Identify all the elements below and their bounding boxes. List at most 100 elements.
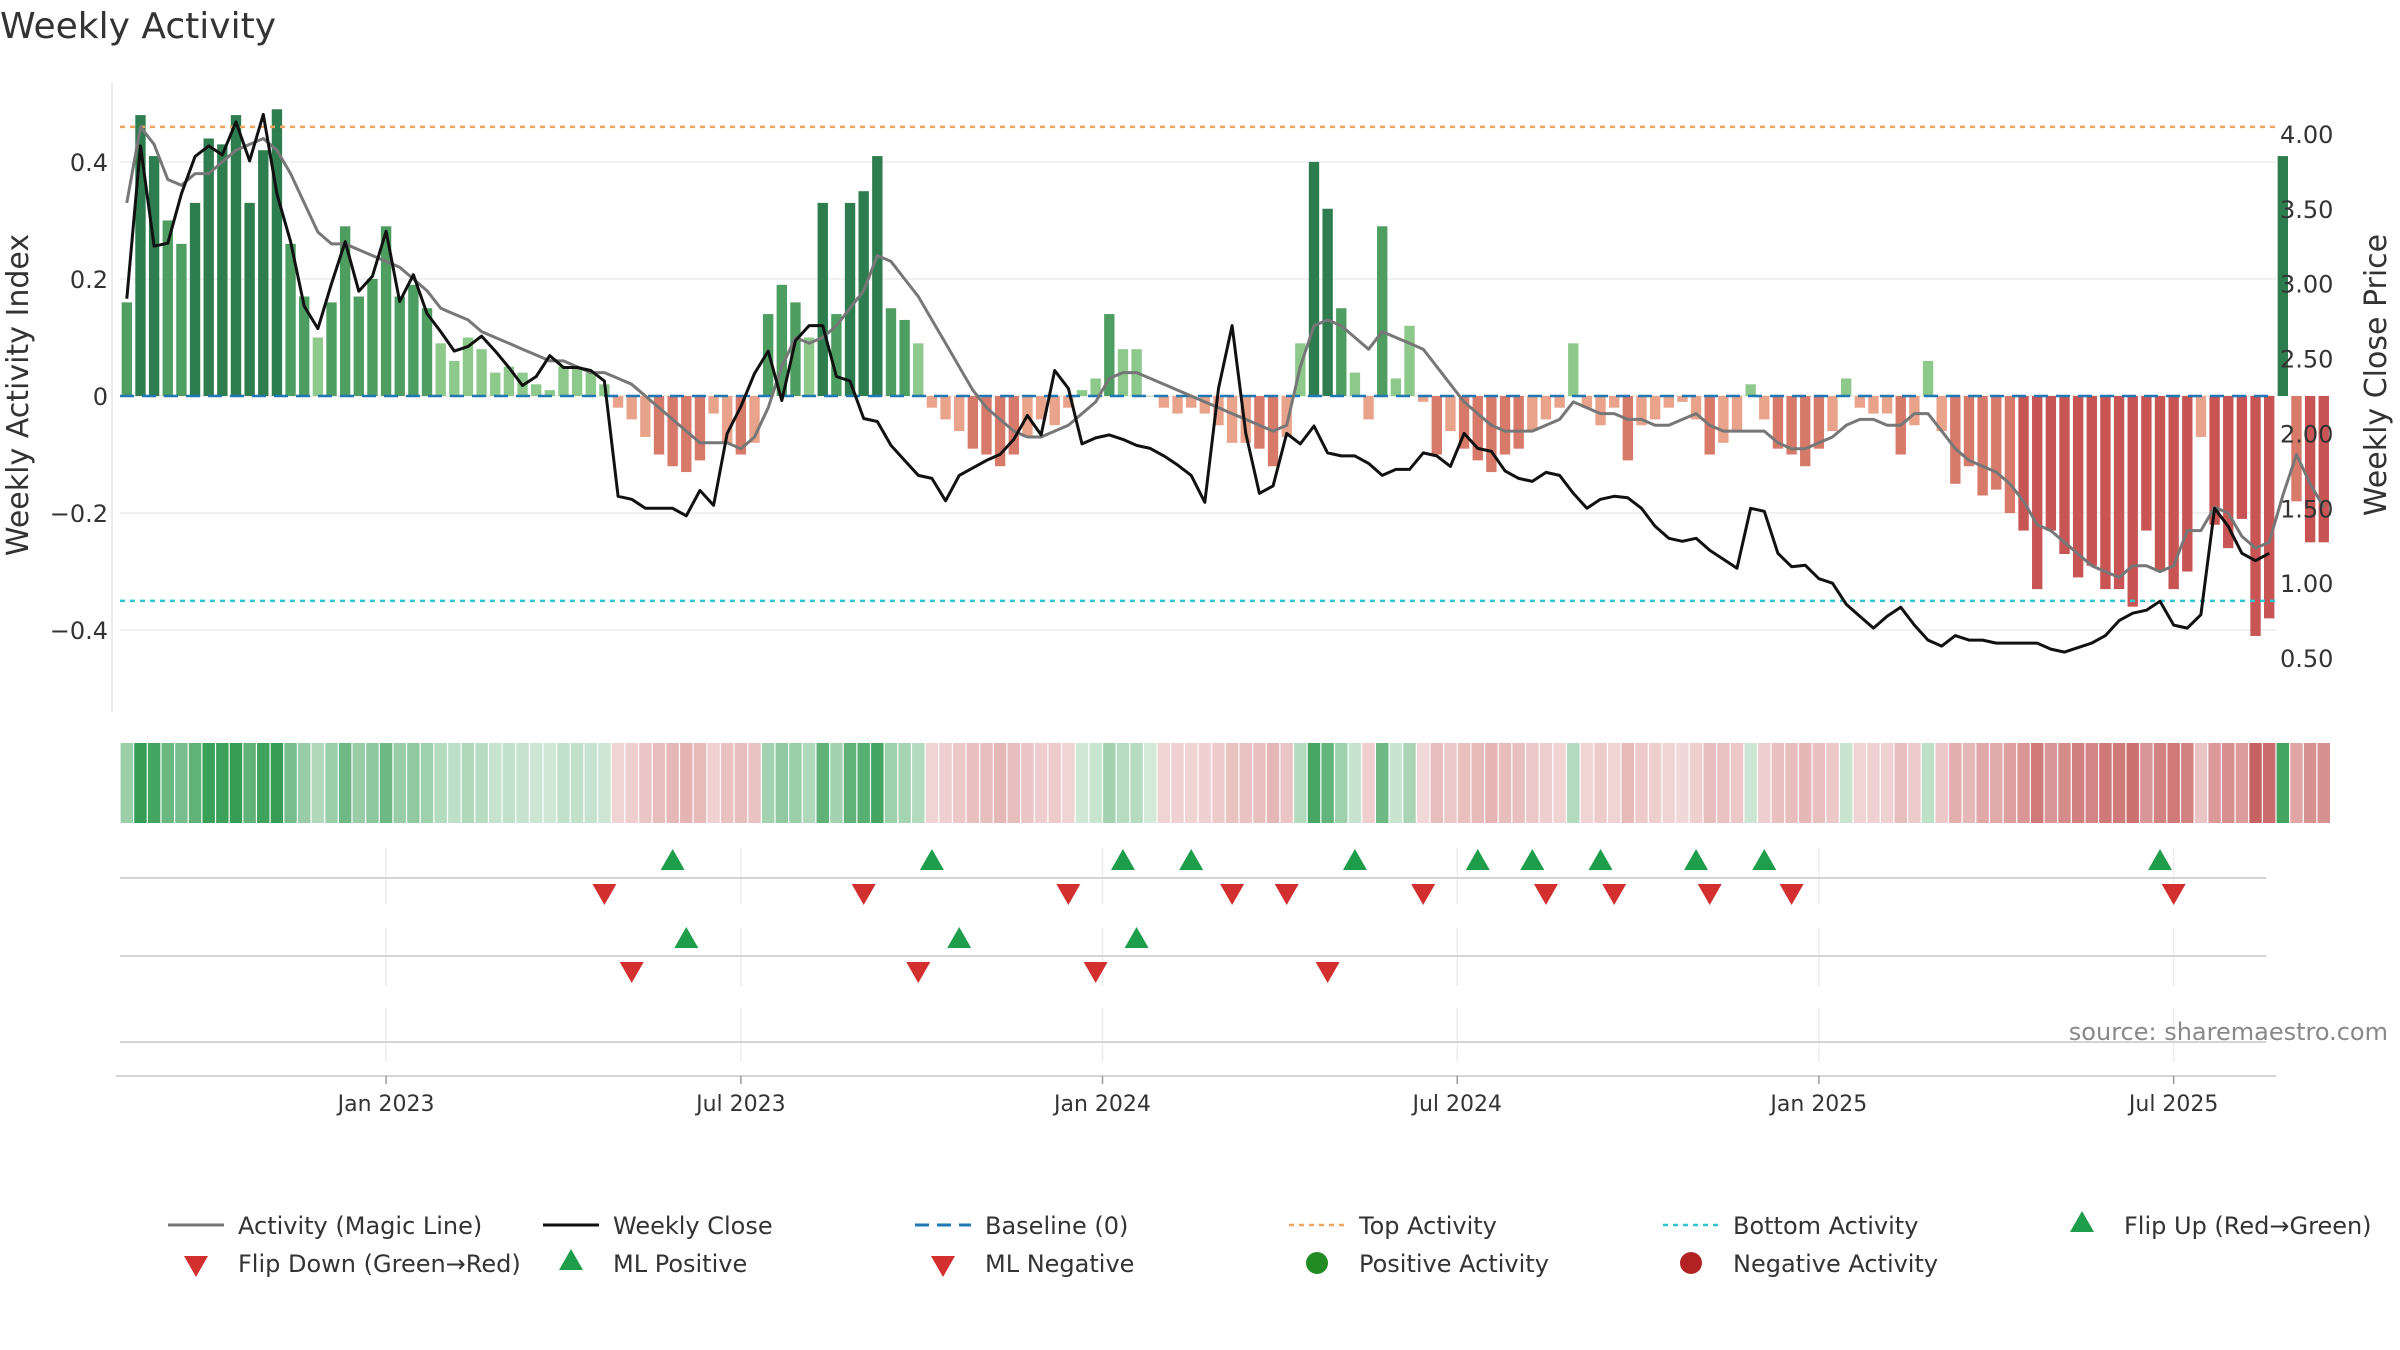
heat-cell xyxy=(1239,743,1252,823)
legend-label: Baseline (0) xyxy=(985,1212,1128,1240)
heat-cell xyxy=(707,743,720,823)
y-tick-label: −0.4 xyxy=(50,617,108,645)
activity-bar xyxy=(2059,396,2070,554)
activity-bar xyxy=(1308,161,1320,396)
activity-bar xyxy=(735,396,747,455)
flip-down-marker xyxy=(851,884,876,905)
heat-cell xyxy=(1062,743,1075,823)
heat-cell xyxy=(2290,743,2303,823)
flip-up-marker xyxy=(660,849,685,870)
heat-cell xyxy=(407,743,420,823)
activity-bar xyxy=(2004,396,2016,514)
heat-cell xyxy=(1826,743,1839,823)
activity-bar xyxy=(531,384,542,396)
heat-cell xyxy=(2317,743,2330,823)
activity-bar xyxy=(271,109,283,396)
heat-cell xyxy=(1785,743,1798,823)
heat-cell xyxy=(2303,743,2317,823)
source-note: source: sharemaestro.com xyxy=(2069,1018,2388,1046)
heat-cell xyxy=(802,743,816,823)
x-tick-label: Jul 2025 xyxy=(2127,1092,2219,1117)
legend-item-bottom: Bottom Activity xyxy=(1663,1212,1918,1240)
heat-cell xyxy=(993,743,1007,823)
heat-cell xyxy=(884,743,898,823)
x-tick-label: Jan 2024 xyxy=(1052,1092,1151,1117)
legend-item-ml_neg: ML Negative xyxy=(931,1250,1134,1278)
activity-bar xyxy=(1513,396,1524,449)
ml-positive-marker xyxy=(674,927,699,948)
y2-tick-label: 1.50 xyxy=(2280,495,2333,523)
activity-bar xyxy=(285,243,296,396)
heat-cell xyxy=(871,743,884,823)
activity-bar xyxy=(1458,396,1470,449)
ml-positive-marker xyxy=(947,927,972,948)
heat-cell xyxy=(175,743,188,823)
legend-label: Bottom Activity xyxy=(1733,1212,1918,1240)
heat-cell xyxy=(1389,743,1403,823)
heat-cell xyxy=(1430,743,1444,823)
heat-cell xyxy=(1894,743,1907,823)
y-tick-label: 0 xyxy=(93,383,108,411)
flip-down-marker xyxy=(1779,884,1804,905)
activity-bar xyxy=(2086,396,2097,566)
activity-bar xyxy=(1772,396,1784,449)
heat-cell xyxy=(243,743,256,823)
activity-bar xyxy=(1213,396,1224,426)
legend-label: Activity (Magic Line) xyxy=(238,1212,482,1240)
activity-bar xyxy=(2318,396,2329,543)
heat-cell xyxy=(625,743,638,823)
heat-cell xyxy=(2085,743,2099,823)
activity-bar xyxy=(967,396,979,449)
heat-cell xyxy=(1144,743,1157,823)
heat-cell xyxy=(284,743,297,823)
heat-cell xyxy=(1526,743,1539,823)
activity-bar xyxy=(2045,396,2057,531)
heat-cell xyxy=(1280,743,1293,823)
heat-cell xyxy=(775,743,789,823)
activity-bar xyxy=(2141,396,2152,531)
activity-bar xyxy=(940,396,951,420)
activity-bar xyxy=(1008,396,1019,455)
legend-label: Positive Activity xyxy=(1359,1250,1549,1278)
activity-bar xyxy=(749,396,760,443)
heat-cell xyxy=(502,743,516,823)
heat-cell xyxy=(311,743,325,823)
legend-item-magic_line: Activity (Magic Line) xyxy=(168,1212,482,1240)
activity-bar xyxy=(2154,396,2166,572)
activity-bar xyxy=(380,226,392,396)
heat-cell xyxy=(1648,743,1662,823)
heat-cell xyxy=(420,743,434,823)
heat-cell xyxy=(2071,743,2085,823)
heat-cell xyxy=(2003,743,2017,823)
heat-cell xyxy=(1908,743,1921,823)
activity-bar xyxy=(230,115,242,396)
activity-bar xyxy=(640,396,651,437)
activity-bar xyxy=(1909,396,1920,426)
flip-down-marker xyxy=(592,884,617,905)
activity-bar xyxy=(653,396,665,455)
flip-up-marker xyxy=(1588,849,1613,870)
heat-cell xyxy=(1921,743,1935,823)
activity-bar xyxy=(189,202,201,396)
heat-cell xyxy=(270,743,284,823)
activity-bar xyxy=(1718,396,1729,443)
activity-bar xyxy=(217,144,228,396)
activity-bar xyxy=(2182,396,2193,572)
activity-bar xyxy=(1622,396,1634,461)
activity-bar xyxy=(1813,396,1825,449)
heat-cell xyxy=(2058,743,2071,823)
heat-cell xyxy=(2099,743,2112,823)
activity-bar xyxy=(1158,396,1170,408)
ml-negative-marker xyxy=(1315,962,1340,983)
flip-down-marker xyxy=(1697,884,1722,905)
activity-bar xyxy=(1390,378,1402,396)
heat-cell xyxy=(693,743,707,823)
activity-bar xyxy=(1254,396,1265,449)
activity-bar xyxy=(2236,396,2248,519)
activity-bar xyxy=(694,396,706,461)
heat-cell xyxy=(325,743,338,823)
activity-bar xyxy=(571,366,583,396)
legend-label: Negative Activity xyxy=(1733,1250,1938,1278)
activity-bar xyxy=(490,372,501,396)
activity-bar xyxy=(203,138,214,396)
